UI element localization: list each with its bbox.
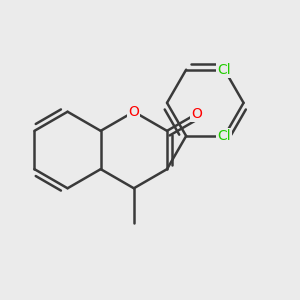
Text: O: O [128,105,139,119]
Text: Cl: Cl [218,63,231,77]
Text: Cl: Cl [218,129,231,143]
Text: O: O [191,106,202,121]
